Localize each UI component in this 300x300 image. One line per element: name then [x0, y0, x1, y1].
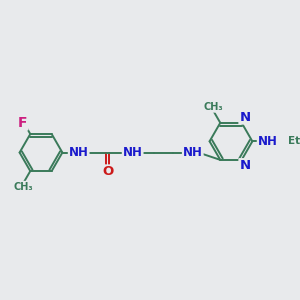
Text: CH₃: CH₃ [203, 102, 223, 112]
Text: CH₃: CH₃ [14, 182, 34, 192]
Text: F: F [18, 116, 27, 130]
Text: NH: NH [258, 135, 278, 148]
Text: N: N [239, 111, 250, 124]
Text: NH: NH [69, 146, 88, 159]
Text: NH: NH [183, 146, 203, 159]
Text: NH: NH [123, 146, 142, 159]
Text: O: O [102, 165, 113, 178]
Text: N: N [239, 159, 250, 172]
Text: Et: Et [288, 136, 300, 146]
